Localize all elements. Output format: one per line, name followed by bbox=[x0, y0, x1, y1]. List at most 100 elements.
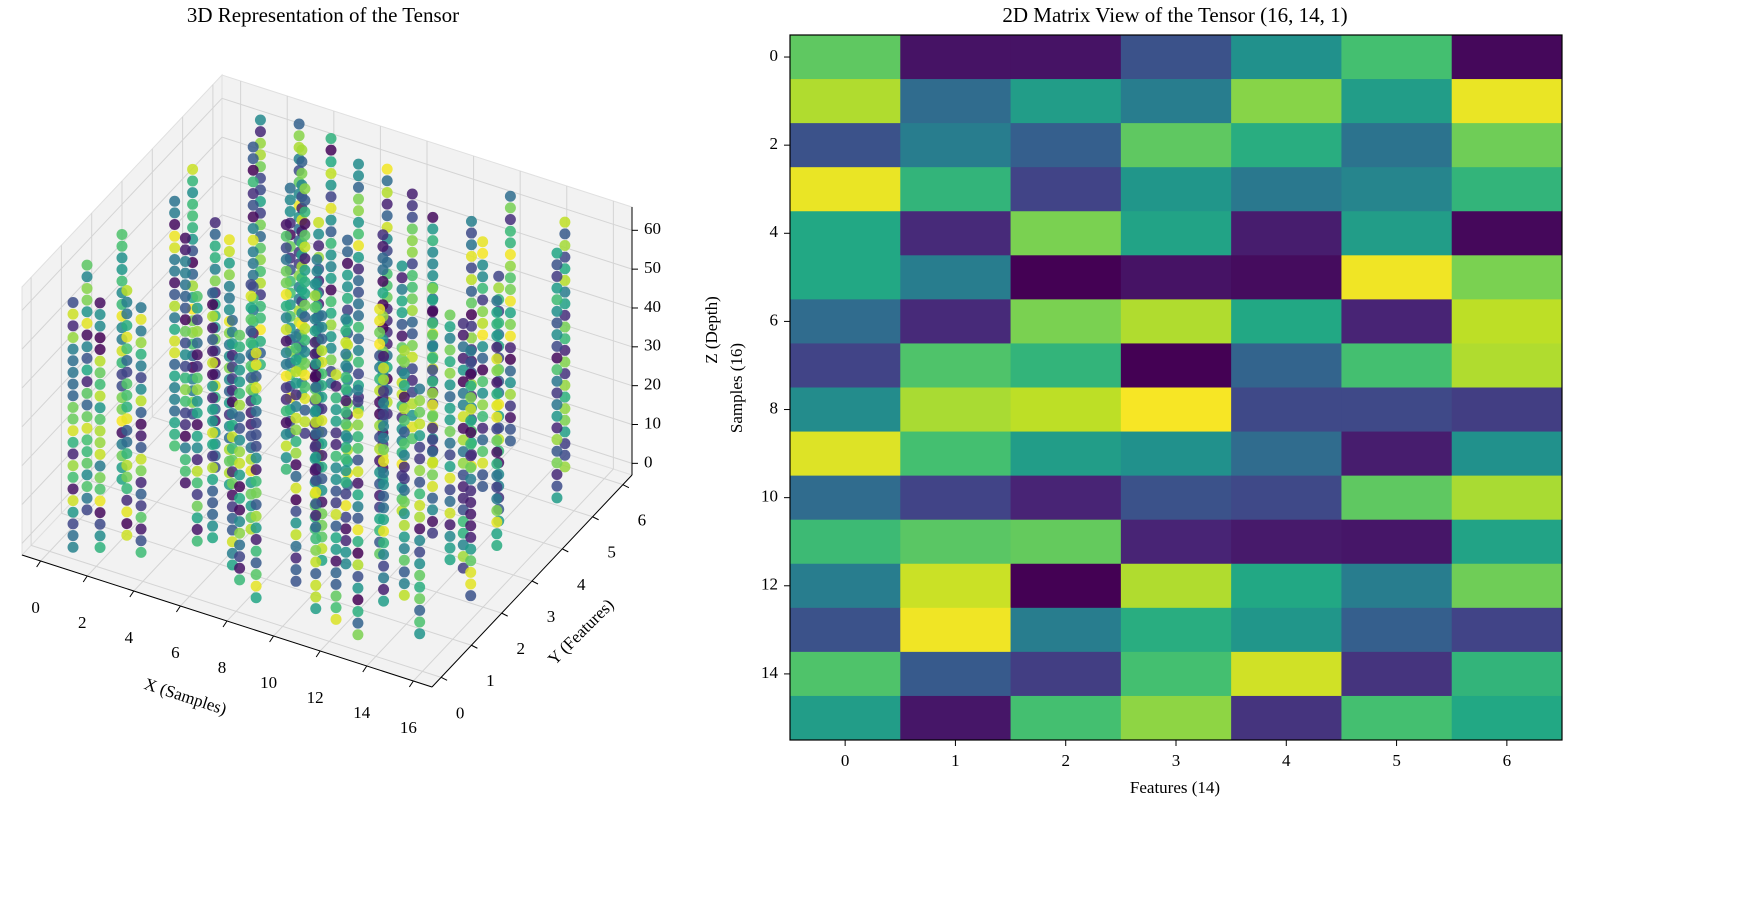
point bbox=[250, 545, 262, 557]
x-tick-label: 5 bbox=[1392, 751, 1401, 770]
point bbox=[352, 170, 364, 182]
heatmap-cell bbox=[1120, 299, 1232, 344]
point bbox=[310, 474, 322, 486]
column bbox=[414, 383, 426, 640]
point bbox=[330, 532, 342, 544]
point bbox=[310, 579, 322, 591]
point bbox=[81, 492, 93, 504]
heatmap-cell bbox=[1231, 35, 1342, 80]
heatmap-cell bbox=[790, 299, 901, 344]
point bbox=[427, 317, 439, 329]
point bbox=[250, 475, 262, 487]
point bbox=[280, 219, 292, 231]
point bbox=[378, 420, 390, 432]
point bbox=[310, 439, 322, 451]
point bbox=[477, 282, 489, 294]
point bbox=[444, 402, 456, 414]
column bbox=[504, 190, 516, 447]
point bbox=[247, 223, 259, 235]
point bbox=[191, 489, 203, 501]
point bbox=[245, 302, 257, 314]
point bbox=[310, 358, 322, 370]
point bbox=[191, 465, 203, 477]
point bbox=[296, 167, 308, 179]
point bbox=[169, 219, 181, 231]
column bbox=[427, 282, 439, 539]
column bbox=[444, 309, 456, 566]
point bbox=[94, 367, 106, 379]
point bbox=[207, 322, 219, 334]
point bbox=[340, 523, 352, 535]
point bbox=[378, 490, 390, 502]
point bbox=[81, 294, 93, 306]
heatmap-cell bbox=[900, 651, 1012, 697]
point bbox=[207, 520, 219, 532]
point bbox=[290, 435, 302, 447]
point bbox=[207, 392, 219, 404]
point bbox=[234, 574, 246, 586]
point bbox=[299, 311, 311, 323]
point bbox=[477, 376, 489, 388]
point bbox=[234, 457, 246, 469]
point bbox=[551, 445, 563, 457]
point bbox=[414, 604, 426, 616]
point bbox=[406, 200, 418, 212]
point bbox=[427, 527, 439, 539]
point bbox=[280, 417, 292, 429]
tick-mark bbox=[269, 635, 275, 643]
point bbox=[330, 602, 342, 614]
point bbox=[325, 296, 337, 308]
z-tick-label: 50 bbox=[644, 258, 661, 277]
point bbox=[169, 265, 181, 277]
point bbox=[280, 335, 292, 347]
point bbox=[325, 179, 337, 191]
heatmap-cell bbox=[1010, 343, 1122, 388]
point bbox=[247, 164, 259, 176]
heatmap-cell bbox=[1451, 123, 1563, 168]
point bbox=[414, 441, 426, 453]
point bbox=[250, 568, 262, 580]
chart-title: 2D Matrix View of the Tensor (16, 14, 1) bbox=[1002, 3, 1347, 27]
point bbox=[465, 309, 477, 321]
point bbox=[427, 364, 439, 376]
point bbox=[406, 281, 418, 293]
point bbox=[465, 250, 477, 262]
point bbox=[427, 434, 439, 446]
point bbox=[477, 422, 489, 434]
point bbox=[414, 500, 426, 512]
tick-mark bbox=[129, 590, 135, 598]
z-tick-label: 10 bbox=[644, 413, 661, 432]
point bbox=[81, 259, 93, 271]
point bbox=[250, 499, 262, 511]
tick-mark bbox=[471, 644, 478, 649]
point bbox=[378, 514, 390, 526]
point bbox=[465, 297, 477, 309]
point bbox=[398, 578, 410, 590]
point bbox=[444, 356, 456, 368]
point bbox=[179, 372, 191, 384]
heatmap-cell bbox=[1010, 563, 1122, 609]
point bbox=[179, 337, 191, 349]
point bbox=[169, 440, 181, 452]
tick-mark bbox=[222, 620, 228, 628]
point bbox=[247, 234, 259, 246]
point bbox=[378, 502, 390, 514]
point bbox=[299, 416, 311, 428]
point bbox=[330, 543, 342, 555]
point bbox=[444, 437, 456, 449]
point bbox=[465, 566, 477, 578]
point bbox=[504, 388, 516, 400]
point bbox=[491, 458, 503, 470]
point bbox=[340, 336, 352, 348]
point bbox=[94, 413, 106, 425]
point bbox=[352, 536, 364, 548]
heatmap-cell bbox=[790, 563, 901, 609]
point bbox=[191, 500, 203, 512]
point bbox=[311, 265, 323, 277]
point bbox=[179, 349, 191, 361]
y-tick-label: 3 bbox=[547, 607, 556, 626]
column bbox=[179, 232, 191, 489]
point bbox=[491, 505, 503, 517]
point bbox=[299, 288, 311, 300]
heatmap-cell bbox=[1231, 211, 1342, 256]
